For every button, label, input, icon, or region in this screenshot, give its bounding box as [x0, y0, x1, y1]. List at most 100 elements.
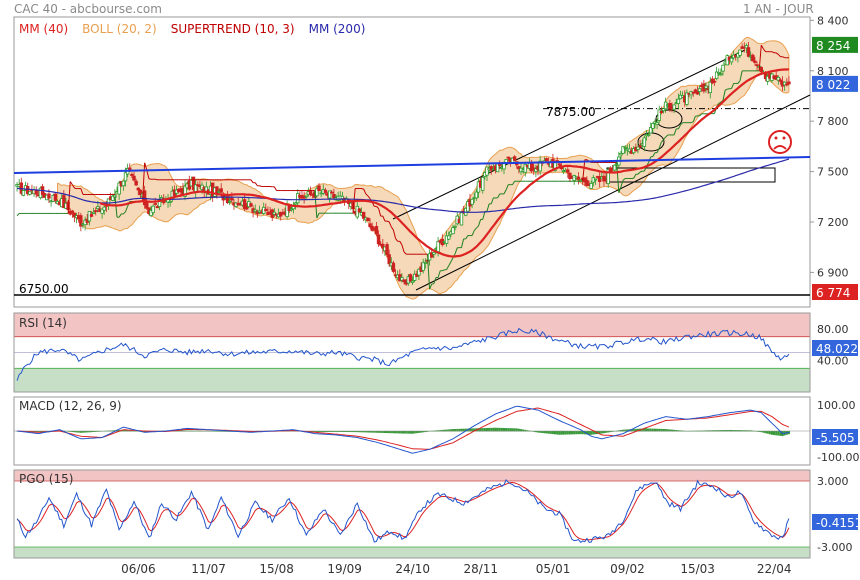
supertrend-segment	[658, 142, 662, 149]
candle-body	[357, 208, 362, 213]
macd-histogram-bar	[662, 428, 665, 432]
candle-body	[636, 146, 640, 150]
candle-body	[21, 190, 26, 196]
supertrend-segment	[390, 226, 394, 231]
candle-body	[659, 111, 664, 114]
rsi-legend: RSI (14)	[19, 316, 67, 330]
macd-histogram-bar	[445, 429, 448, 432]
candle-body	[361, 211, 366, 219]
macd-histogram-bar	[328, 431, 331, 432]
macd-histogram-bar	[41, 431, 44, 432]
x-axis-label: 28/11	[463, 562, 498, 576]
candle-body	[111, 195, 115, 201]
supertrend-segment	[16, 213, 20, 217]
macd-histogram-bar	[570, 431, 574, 435]
candle-body	[753, 60, 757, 63]
x-axis-label: 11/07	[191, 562, 226, 576]
supertrend-segment	[699, 113, 703, 117]
supertrend-segment	[482, 211, 486, 220]
macd-histogram-bar	[626, 429, 629, 432]
supertrend-segment	[473, 227, 477, 231]
candle-body	[400, 277, 404, 281]
candle-body	[517, 166, 521, 170]
supertrend-segment	[448, 261, 452, 266]
macd-histogram-bar	[86, 431, 89, 433]
candle-body	[451, 227, 455, 235]
macd-histogram-bar	[464, 428, 467, 432]
supertrend-segment	[80, 188, 84, 195]
candle-body	[374, 226, 379, 235]
candle-body	[155, 205, 160, 209]
price-y-tick-label: 7 200	[817, 216, 849, 229]
candle-body	[685, 92, 689, 105]
candle-body	[712, 80, 717, 83]
candle-body	[657, 109, 661, 121]
macd-histogram-bar	[490, 427, 493, 432]
supertrend-segment	[486, 203, 490, 212]
supertrend-segment	[633, 174, 637, 179]
supertrend-segment	[118, 213, 122, 218]
candle-body	[412, 273, 417, 281]
candle-body	[153, 203, 157, 205]
candle-body	[721, 64, 725, 72]
supertrend-segment	[758, 45, 762, 71]
candle-body	[638, 145, 642, 148]
supertrend-segment	[724, 88, 728, 91]
mm200-line	[17, 158, 790, 213]
candle-body	[132, 175, 136, 181]
candle-body	[91, 211, 96, 214]
x-axis-label: 15/08	[259, 562, 294, 576]
macd-histogram-bar	[351, 431, 355, 433]
macd-histogram-bar	[658, 428, 661, 432]
supertrend-segment	[450, 257, 454, 263]
macd-histogram-bar	[673, 429, 676, 432]
candle-body	[672, 104, 676, 110]
candle-body	[272, 211, 277, 215]
macd-histogram-bar	[354, 431, 357, 433]
macd-histogram-bar	[337, 431, 340, 432]
candle-body	[96, 206, 100, 210]
macd-histogram-bar	[509, 428, 512, 432]
macd-histogram-bar	[494, 427, 497, 432]
candle-body	[255, 211, 260, 215]
candle-body	[755, 64, 759, 67]
macd-histogram-bar	[417, 431, 421, 433]
macd-histogram-bar	[451, 429, 455, 432]
candle-body	[168, 201, 172, 203]
macd-histogram-bar	[84, 431, 87, 433]
candle-body	[576, 176, 581, 180]
candle-body	[432, 251, 436, 255]
macd-histogram-bar	[492, 427, 495, 432]
macd-histogram-bar	[670, 429, 674, 432]
macd-histogram-bar	[37, 431, 40, 433]
supertrend-segment	[775, 52, 779, 55]
macd-histogram-bar	[471, 428, 474, 432]
candle-body	[534, 168, 538, 172]
candle-body	[94, 210, 98, 212]
macd-histogram-bar	[553, 431, 557, 435]
macd-histogram-bar	[426, 431, 429, 432]
macd-histogram-bar	[39, 431, 42, 433]
macd-histogram-bar	[775, 431, 778, 436]
x-axis-label: 09/02	[610, 562, 645, 576]
supertrend-segment	[497, 193, 501, 199]
supertrend-segment	[690, 121, 694, 124]
supertrend-segment	[363, 188, 367, 195]
supertrend-segment	[582, 159, 586, 182]
candle-body	[651, 123, 655, 129]
supertrend-segment	[142, 162, 146, 202]
supertrend-segment	[718, 101, 722, 104]
macd-histogram-bar	[311, 431, 314, 433]
macd-histogram-bar	[322, 431, 325, 433]
supertrend-segment	[273, 186, 277, 191]
pgo-line	[16, 478, 790, 543]
candle-body	[436, 240, 440, 252]
price-y-tick-label: 7 800	[817, 115, 849, 128]
candle-body	[481, 177, 485, 191]
candle-body	[719, 73, 723, 76]
macd-histogram-bar	[541, 431, 544, 433]
macd-histogram-bar	[649, 428, 652, 432]
candle-body	[485, 166, 489, 176]
macd-histogram-bar	[458, 428, 461, 432]
macd-histogram-bar	[656, 428, 659, 432]
